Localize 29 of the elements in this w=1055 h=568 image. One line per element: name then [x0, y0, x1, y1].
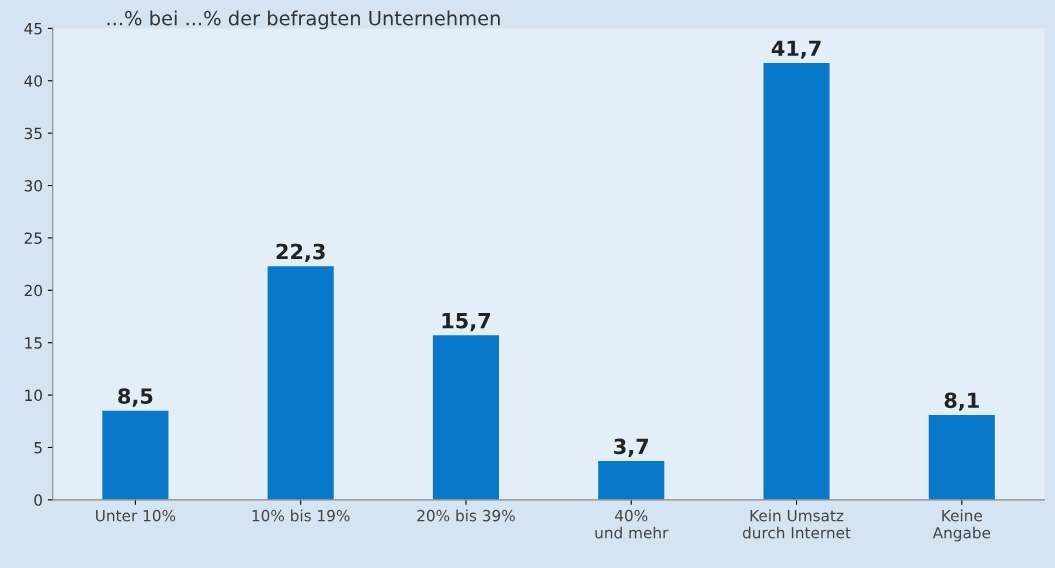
y-tick-label: 15 [25, 337, 42, 349]
data-label: 8,1 [944, 392, 979, 411]
chart-title: ...% bei ...% der befragten Unternehmen [107, 10, 500, 30]
x-tick-label: Kein Umsatz durch Internet [742, 509, 851, 539]
data-label: 41,7 [771, 40, 821, 59]
x-tick-label: Keine Angabe [932, 509, 991, 542]
data-label: 15,7 [442, 313, 490, 332]
bar [102, 410, 169, 500]
y-tick-label: 20 [24, 284, 43, 297]
x-tick-label: 20% bis 39% [417, 509, 515, 522]
y-tick-label: 0 [34, 494, 43, 506]
y-tick-label: 40 [24, 75, 43, 87]
bar [432, 335, 500, 500]
y-tick-label: 25 [24, 232, 42, 244]
x-tick-label: 40% und mehr [595, 509, 669, 539]
bar [598, 461, 665, 500]
data-label: 22,3 [276, 243, 325, 263]
data-label: 8,5 [118, 388, 153, 407]
y-tick-label: 45 [24, 23, 42, 35]
bar [267, 266, 334, 500]
y-tick-label: 5 [34, 442, 42, 454]
bar [763, 62, 830, 500]
data-label: 3,7 [614, 438, 649, 457]
bar [928, 414, 995, 500]
y-tick-label: 35 [24, 127, 42, 140]
x-tick-label: Unter 10% [96, 509, 176, 522]
x-tick-label: 10% bis 19% [252, 509, 350, 522]
y-tick-label: 30 [24, 180, 43, 192]
y-tick-label: 10 [25, 389, 43, 402]
